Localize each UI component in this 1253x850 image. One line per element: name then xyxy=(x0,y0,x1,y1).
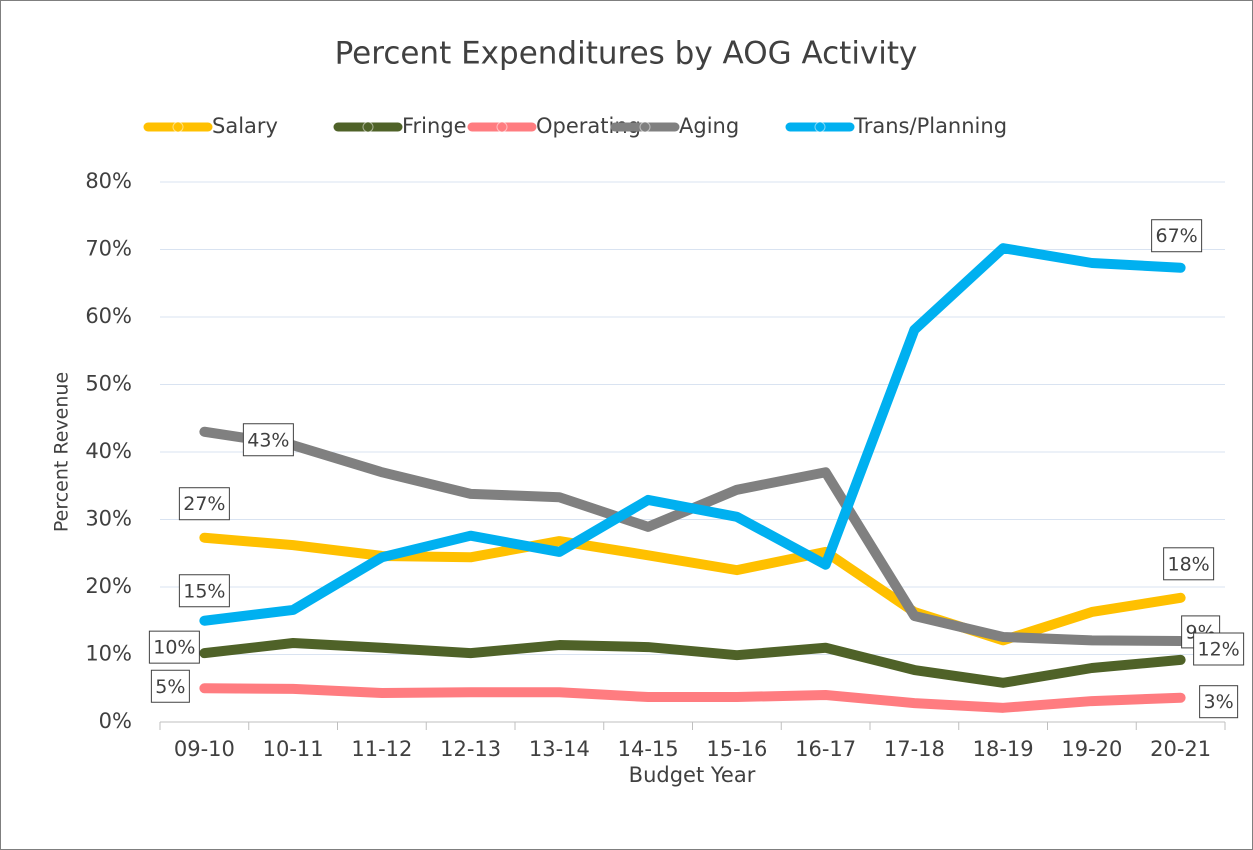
data-label: 15% xyxy=(178,574,230,608)
y-tick-label: 10% xyxy=(85,642,132,666)
data-label: 5% xyxy=(150,669,190,703)
data-label-text: 18% xyxy=(1168,553,1210,575)
x-tick-label: 15-16 xyxy=(706,737,767,761)
x-tick-label: 12-13 xyxy=(440,737,501,761)
data-label-text: 27% xyxy=(183,493,225,515)
x-tick-label: 09-10 xyxy=(174,737,235,761)
x-tick-label: 19-20 xyxy=(1061,737,1122,761)
x-tick-label: 11-12 xyxy=(351,737,412,761)
y-tick-label: 60% xyxy=(85,304,132,328)
data-label: 3% xyxy=(1199,685,1239,719)
legend-label: Aging xyxy=(679,114,739,138)
x-tick-label: 14-15 xyxy=(618,737,679,761)
data-label-text: 15% xyxy=(183,580,225,602)
data-label-text: 3% xyxy=(1204,691,1234,713)
data-label-text: 43% xyxy=(247,429,289,451)
data-label-text: 12% xyxy=(1198,639,1240,661)
data-label: 10% xyxy=(148,630,200,664)
series-line xyxy=(199,638,1186,688)
data-label: 27% xyxy=(178,487,230,521)
data-label-box xyxy=(242,423,294,457)
y-tick-label: 80% xyxy=(85,169,132,193)
legend-marker xyxy=(172,121,184,133)
y-tick-label: 0% xyxy=(99,709,132,733)
data-label-text: 10% xyxy=(153,637,195,659)
x-tick-label: 13-14 xyxy=(529,737,590,761)
series-line xyxy=(199,243,1186,626)
data-label-box xyxy=(1151,219,1203,253)
legend-marker xyxy=(362,121,374,133)
data-label-box xyxy=(148,630,200,664)
legend-marker xyxy=(639,121,651,133)
chart-title: Percent Expenditures by AOG Activity xyxy=(335,36,918,72)
x-tick-label: 18-19 xyxy=(973,737,1034,761)
legend-label: Trans/Planning xyxy=(853,114,1007,138)
legend-label: Salary xyxy=(212,114,278,138)
legend-marker xyxy=(814,121,826,133)
data-label-text: 67% xyxy=(1156,225,1198,247)
y-tick-label: 70% xyxy=(85,237,132,261)
y-tick-label: 20% xyxy=(85,574,132,598)
data-label-text: 5% xyxy=(155,676,185,698)
data-label-box xyxy=(1199,685,1239,719)
x-tick-label: 16-17 xyxy=(795,737,856,761)
x-tick-label: 17-18 xyxy=(884,737,945,761)
x-axis-title: Budget Year xyxy=(629,763,756,787)
data-label: 12% xyxy=(1193,632,1245,666)
y-tick-label: 30% xyxy=(85,507,132,531)
y-axis-title: Percent Revenue xyxy=(51,372,73,532)
data-label-box xyxy=(178,574,230,608)
x-tick-label: 10-11 xyxy=(263,737,324,761)
data-label: 67% xyxy=(1151,219,1203,253)
y-tick-label: 50% xyxy=(85,372,132,396)
series-line xyxy=(199,683,1186,713)
legend-label: Fringe xyxy=(402,114,467,138)
data-label-box xyxy=(150,669,190,703)
data-label-box xyxy=(178,487,230,521)
x-tick-label: 20-21 xyxy=(1150,737,1211,761)
data-label-box xyxy=(1163,547,1215,581)
data-label-box xyxy=(1193,632,1245,666)
y-tick-label: 40% xyxy=(85,439,132,463)
data-label: 18% xyxy=(1163,547,1215,581)
data-label: 43% xyxy=(242,423,294,457)
legend-marker xyxy=(496,121,508,133)
